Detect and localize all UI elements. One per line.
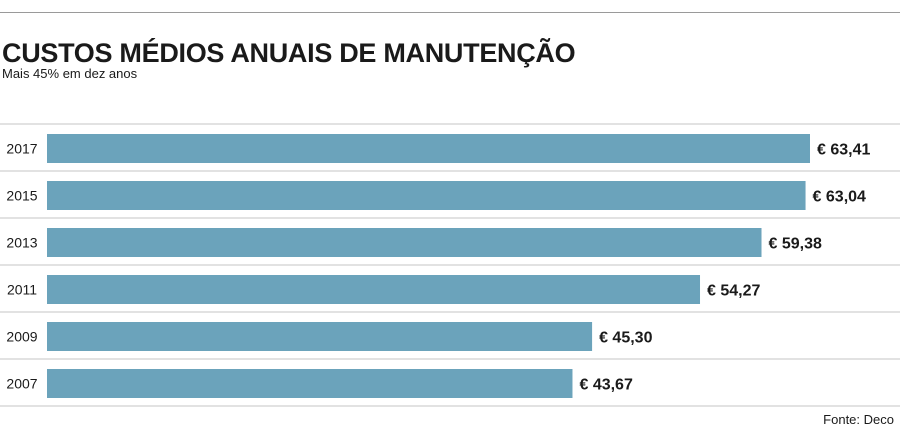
bar-2017 xyxy=(47,134,810,163)
year-label-2011: 2011 xyxy=(7,282,37,298)
top-rule xyxy=(0,12,900,13)
value-label-2017: € 63,41 xyxy=(817,142,870,159)
bar-2009 xyxy=(47,322,593,351)
year-label-2017: 2017 xyxy=(6,141,37,157)
bar-2013 xyxy=(47,228,762,257)
value-label-2013: € 59,38 xyxy=(769,236,822,253)
value-label-2011: € 54,27 xyxy=(707,283,760,300)
chart-title: CUSTOS MÉDIOS ANUAIS DE MANUTENÇÃO xyxy=(2,38,576,68)
chart-subtitle: Mais 45% em dez anos xyxy=(2,66,138,81)
source-note: Fonte: Deco xyxy=(823,412,894,427)
bar-2007 xyxy=(47,369,573,398)
value-label-2015: € 63,04 xyxy=(813,189,866,206)
value-label-2007: € 43,67 xyxy=(579,377,632,394)
value-label-2009: € 45,30 xyxy=(599,330,652,347)
year-label-2007: 2007 xyxy=(6,376,37,392)
year-label-2013: 2013 xyxy=(6,235,37,251)
year-label-2015: 2015 xyxy=(6,188,37,204)
bar-2011 xyxy=(47,275,701,304)
year-label-2009: 2009 xyxy=(6,329,37,345)
bar-2015 xyxy=(47,181,806,210)
